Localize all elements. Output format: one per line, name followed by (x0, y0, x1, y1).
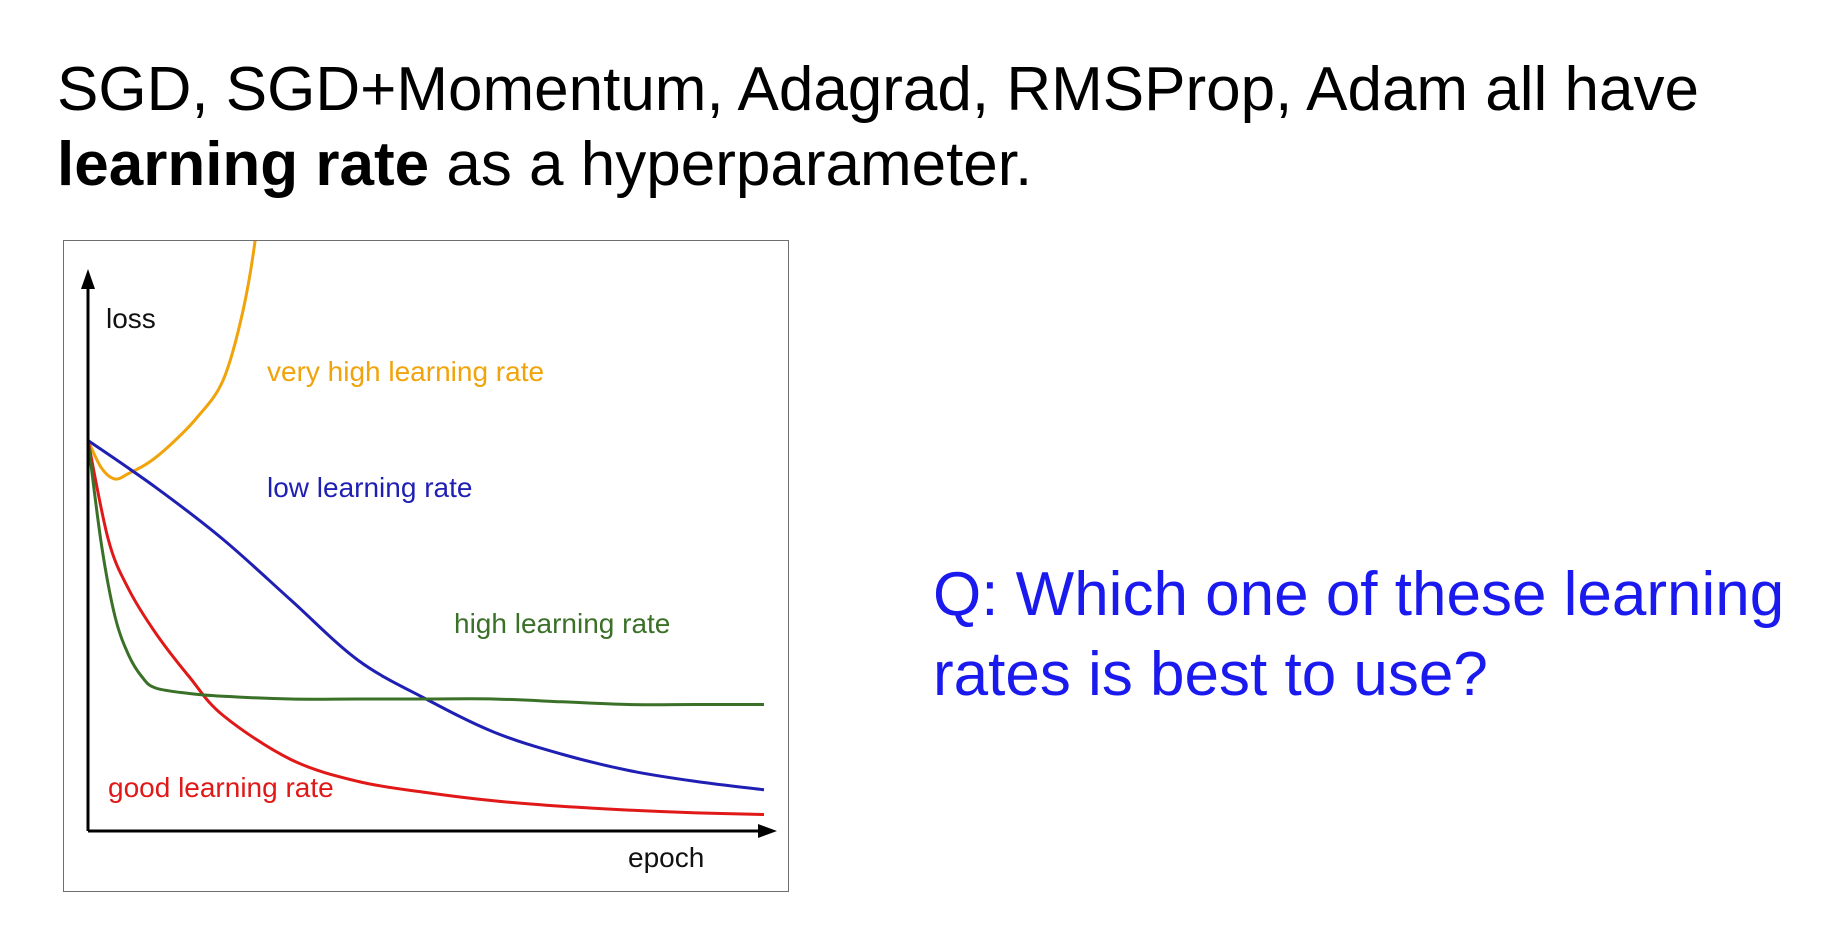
legend-high: high learning rate (454, 608, 670, 639)
x-axis-label: epoch (628, 842, 704, 873)
slide-heading: SGD, SGD+Momentum, Adagrad, RMSProp, Ada… (57, 52, 1797, 202)
legend-good: good learning rate (108, 772, 334, 803)
question-text: Q: Which one of these learning rates is … (933, 560, 1785, 709)
series-line-good-learning-rate (86, 440, 765, 816)
loss-chart-svg: loss epoch very high learning rate low l… (81, 241, 777, 873)
series-line-low-learning-rate (87, 439, 765, 792)
x-axis-arrow-icon (758, 824, 777, 838)
series-line-very-high-learning-rate (86, 241, 257, 481)
heading-rest: as a hyperparameter. (429, 130, 1033, 199)
legend-low: low learning rate (267, 472, 472, 503)
heading-line1: SGD, SGD+Momentum, Adagrad, RMSProp, Ada… (57, 55, 1700, 124)
y-axis-label: loss (106, 303, 156, 334)
heading-bold-term: learning rate (57, 130, 430, 199)
legend-very-high: very high learning rate (267, 356, 544, 387)
series-layer (86, 241, 765, 816)
loss-chart: loss epoch very high learning rate low l… (63, 240, 789, 892)
y-axis-arrow-icon (81, 269, 95, 289)
series-line-high-learning-rate (86, 440, 764, 707)
